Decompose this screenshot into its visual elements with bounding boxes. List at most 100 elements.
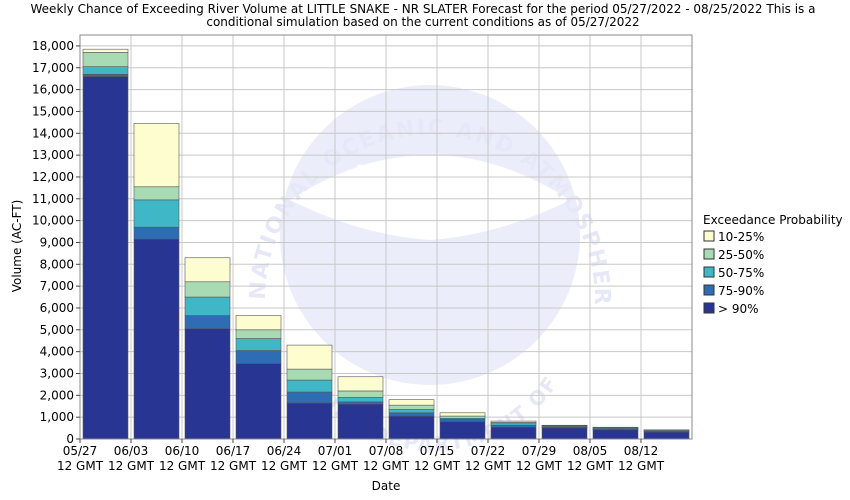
legend-title: Exceedance Probability bbox=[703, 213, 843, 227]
x-tick-time: 12 GMT bbox=[567, 459, 614, 473]
y-tick-label: 14,000 bbox=[32, 126, 74, 140]
x-tick-time: 12 GMT bbox=[57, 459, 104, 473]
x-tick-date: 07/15 bbox=[420, 444, 455, 458]
noaa-bird-shape bbox=[290, 155, 570, 240]
legend-swatch bbox=[703, 284, 715, 296]
bar-segment-4-week-8 bbox=[439, 415, 486, 419]
x-tick-time: 12 GMT bbox=[465, 459, 512, 473]
y-tick-label: 1,000 bbox=[40, 410, 74, 424]
y-tick-label: 9,000 bbox=[40, 235, 74, 249]
bar-series bbox=[82, 48, 690, 440]
bar-segment-3-week-6 bbox=[337, 397, 384, 403]
y-axis-ticks: 0 1,000 2,000 3,000 4,000 5,000 6,000 7,000 8,00… bbox=[32, 39, 80, 446]
bar-segment-5-week-5 bbox=[286, 344, 333, 370]
bar-segment-1-week-7 bbox=[388, 415, 435, 440]
bar-segment-5-week-1 bbox=[82, 48, 129, 53]
bar-segment-3-week-4 bbox=[235, 338, 282, 351]
bar-segment-5-week-3 bbox=[184, 257, 231, 283]
x-tick-time: 12 GMT bbox=[108, 459, 155, 473]
noaa-logo-text: NOAA bbox=[353, 156, 507, 212]
bar-segment-5-week-9 bbox=[490, 420, 537, 423]
bar-segment-1-week-6 bbox=[337, 403, 384, 440]
bar-segment-2-week-4 bbox=[235, 350, 282, 364]
bar-segment-2-week-6 bbox=[337, 401, 384, 405]
x-tick-time: 12 GMT bbox=[210, 459, 257, 473]
legend-swatch bbox=[703, 266, 715, 278]
y-tick-label: 16,000 bbox=[32, 83, 74, 97]
legend-label: 10-25% bbox=[718, 230, 764, 244]
chart-title-line1: Weekly Chance of Exceeding River Volume … bbox=[31, 2, 816, 16]
bar-segment-2-week-8 bbox=[439, 419, 486, 422]
x-axis-title: Date bbox=[372, 479, 401, 493]
x-tick-date: 06/03 bbox=[114, 444, 149, 458]
legend: Exceedance Probability 10-25% 25-50% 50-75… bbox=[703, 213, 843, 316]
y-tick-label: 18,000 bbox=[32, 39, 74, 53]
bar-segment-1-week-4 bbox=[235, 363, 282, 440]
bar-segment-1-week-5 bbox=[286, 402, 333, 440]
x-tick-time: 12 GMT bbox=[414, 459, 461, 473]
y-tick-label: 6,000 bbox=[40, 301, 74, 315]
bar-segment-5-week-7 bbox=[388, 399, 435, 406]
legend-swatch bbox=[703, 248, 715, 260]
y-tick-label: 5,000 bbox=[40, 323, 74, 337]
y-tick-label: 10,000 bbox=[32, 214, 74, 228]
x-tick-date: 08/05 bbox=[573, 444, 608, 458]
bar-segment-4-week-1 bbox=[82, 52, 129, 67]
legend-label: 75-90% bbox=[718, 284, 764, 298]
y-tick-label: 7,000 bbox=[40, 279, 74, 293]
x-tick-date: 05/27 bbox=[63, 444, 98, 458]
bar-segment-5-week-11 bbox=[592, 426, 639, 429]
x-tick-date: 07/01 bbox=[318, 444, 353, 458]
x-tick-time: 12 GMT bbox=[363, 459, 410, 473]
bar-segment-1-week-11 bbox=[592, 429, 639, 440]
bar-segment-4-week-6 bbox=[337, 390, 384, 398]
legend-label: 25-50% bbox=[718, 248, 764, 262]
y-tick-label: 8,000 bbox=[40, 257, 74, 271]
legend-label: > 90% bbox=[718, 302, 759, 316]
bar-segment-2-week-2 bbox=[133, 226, 180, 240]
y-tick-label: 4,000 bbox=[40, 345, 74, 359]
bar-segment-3-week-7 bbox=[388, 409, 435, 414]
bar-segment-1-week-8 bbox=[439, 421, 486, 440]
bar-segment-1-week-3 bbox=[184, 328, 231, 440]
bar-segment-1-week-9 bbox=[490, 426, 537, 440]
bar-segment-1-week-2 bbox=[133, 238, 180, 440]
bar-segment-2-week-1 bbox=[82, 74, 129, 77]
bar-segment-4-week-3 bbox=[184, 281, 231, 298]
bar-segment-1-week-12 bbox=[643, 431, 690, 440]
legend-label: 50-75% bbox=[718, 266, 764, 280]
bar-segment-2-week-5 bbox=[286, 391, 333, 404]
y-tick-label: 11,000 bbox=[32, 192, 74, 206]
x-tick-date: 07/22 bbox=[471, 444, 506, 458]
y-tick-label: 3,000 bbox=[40, 366, 74, 380]
bar-segment-4-week-7 bbox=[388, 404, 435, 410]
x-tick-time: 12 GMT bbox=[312, 459, 359, 473]
bar-segment-4-week-2 bbox=[133, 186, 180, 201]
y-tick-label: 2,000 bbox=[40, 388, 74, 402]
y-tick-label: 15,000 bbox=[32, 104, 74, 118]
x-tick-time: 12 GMT bbox=[261, 459, 308, 473]
x-tick-date: 06/17 bbox=[216, 444, 251, 458]
legend-swatch bbox=[703, 302, 715, 314]
x-tick-date: 07/29 bbox=[522, 444, 557, 458]
bar-segment-2-week-7 bbox=[388, 412, 435, 417]
y-axis-title: Volume (AC-FT) bbox=[10, 200, 24, 293]
x-tick-date: 06/24 bbox=[267, 444, 302, 458]
legend-swatch bbox=[703, 230, 715, 242]
bar-segment-5-week-4 bbox=[235, 315, 282, 331]
bar-segment-3-week-2 bbox=[133, 199, 180, 228]
x-tick-date: 07/08 bbox=[369, 444, 404, 458]
x-tick-time: 12 GMT bbox=[159, 459, 206, 473]
x-tick-time: 12 GMT bbox=[516, 459, 563, 473]
chart-title-line2: conditional simulation based on the curr… bbox=[206, 15, 639, 29]
x-tick-date: 08/12 bbox=[624, 444, 659, 458]
bar-segment-5-week-8 bbox=[439, 412, 486, 417]
bar-segment-3-week-1 bbox=[82, 66, 129, 75]
y-tick-label: 12,000 bbox=[32, 170, 74, 184]
bar-segment-3-week-3 bbox=[184, 296, 231, 316]
bar-segment-4-week-5 bbox=[286, 368, 333, 381]
y-tick-label: 0 bbox=[66, 432, 74, 446]
bar-segment-1-week-10 bbox=[541, 427, 588, 440]
